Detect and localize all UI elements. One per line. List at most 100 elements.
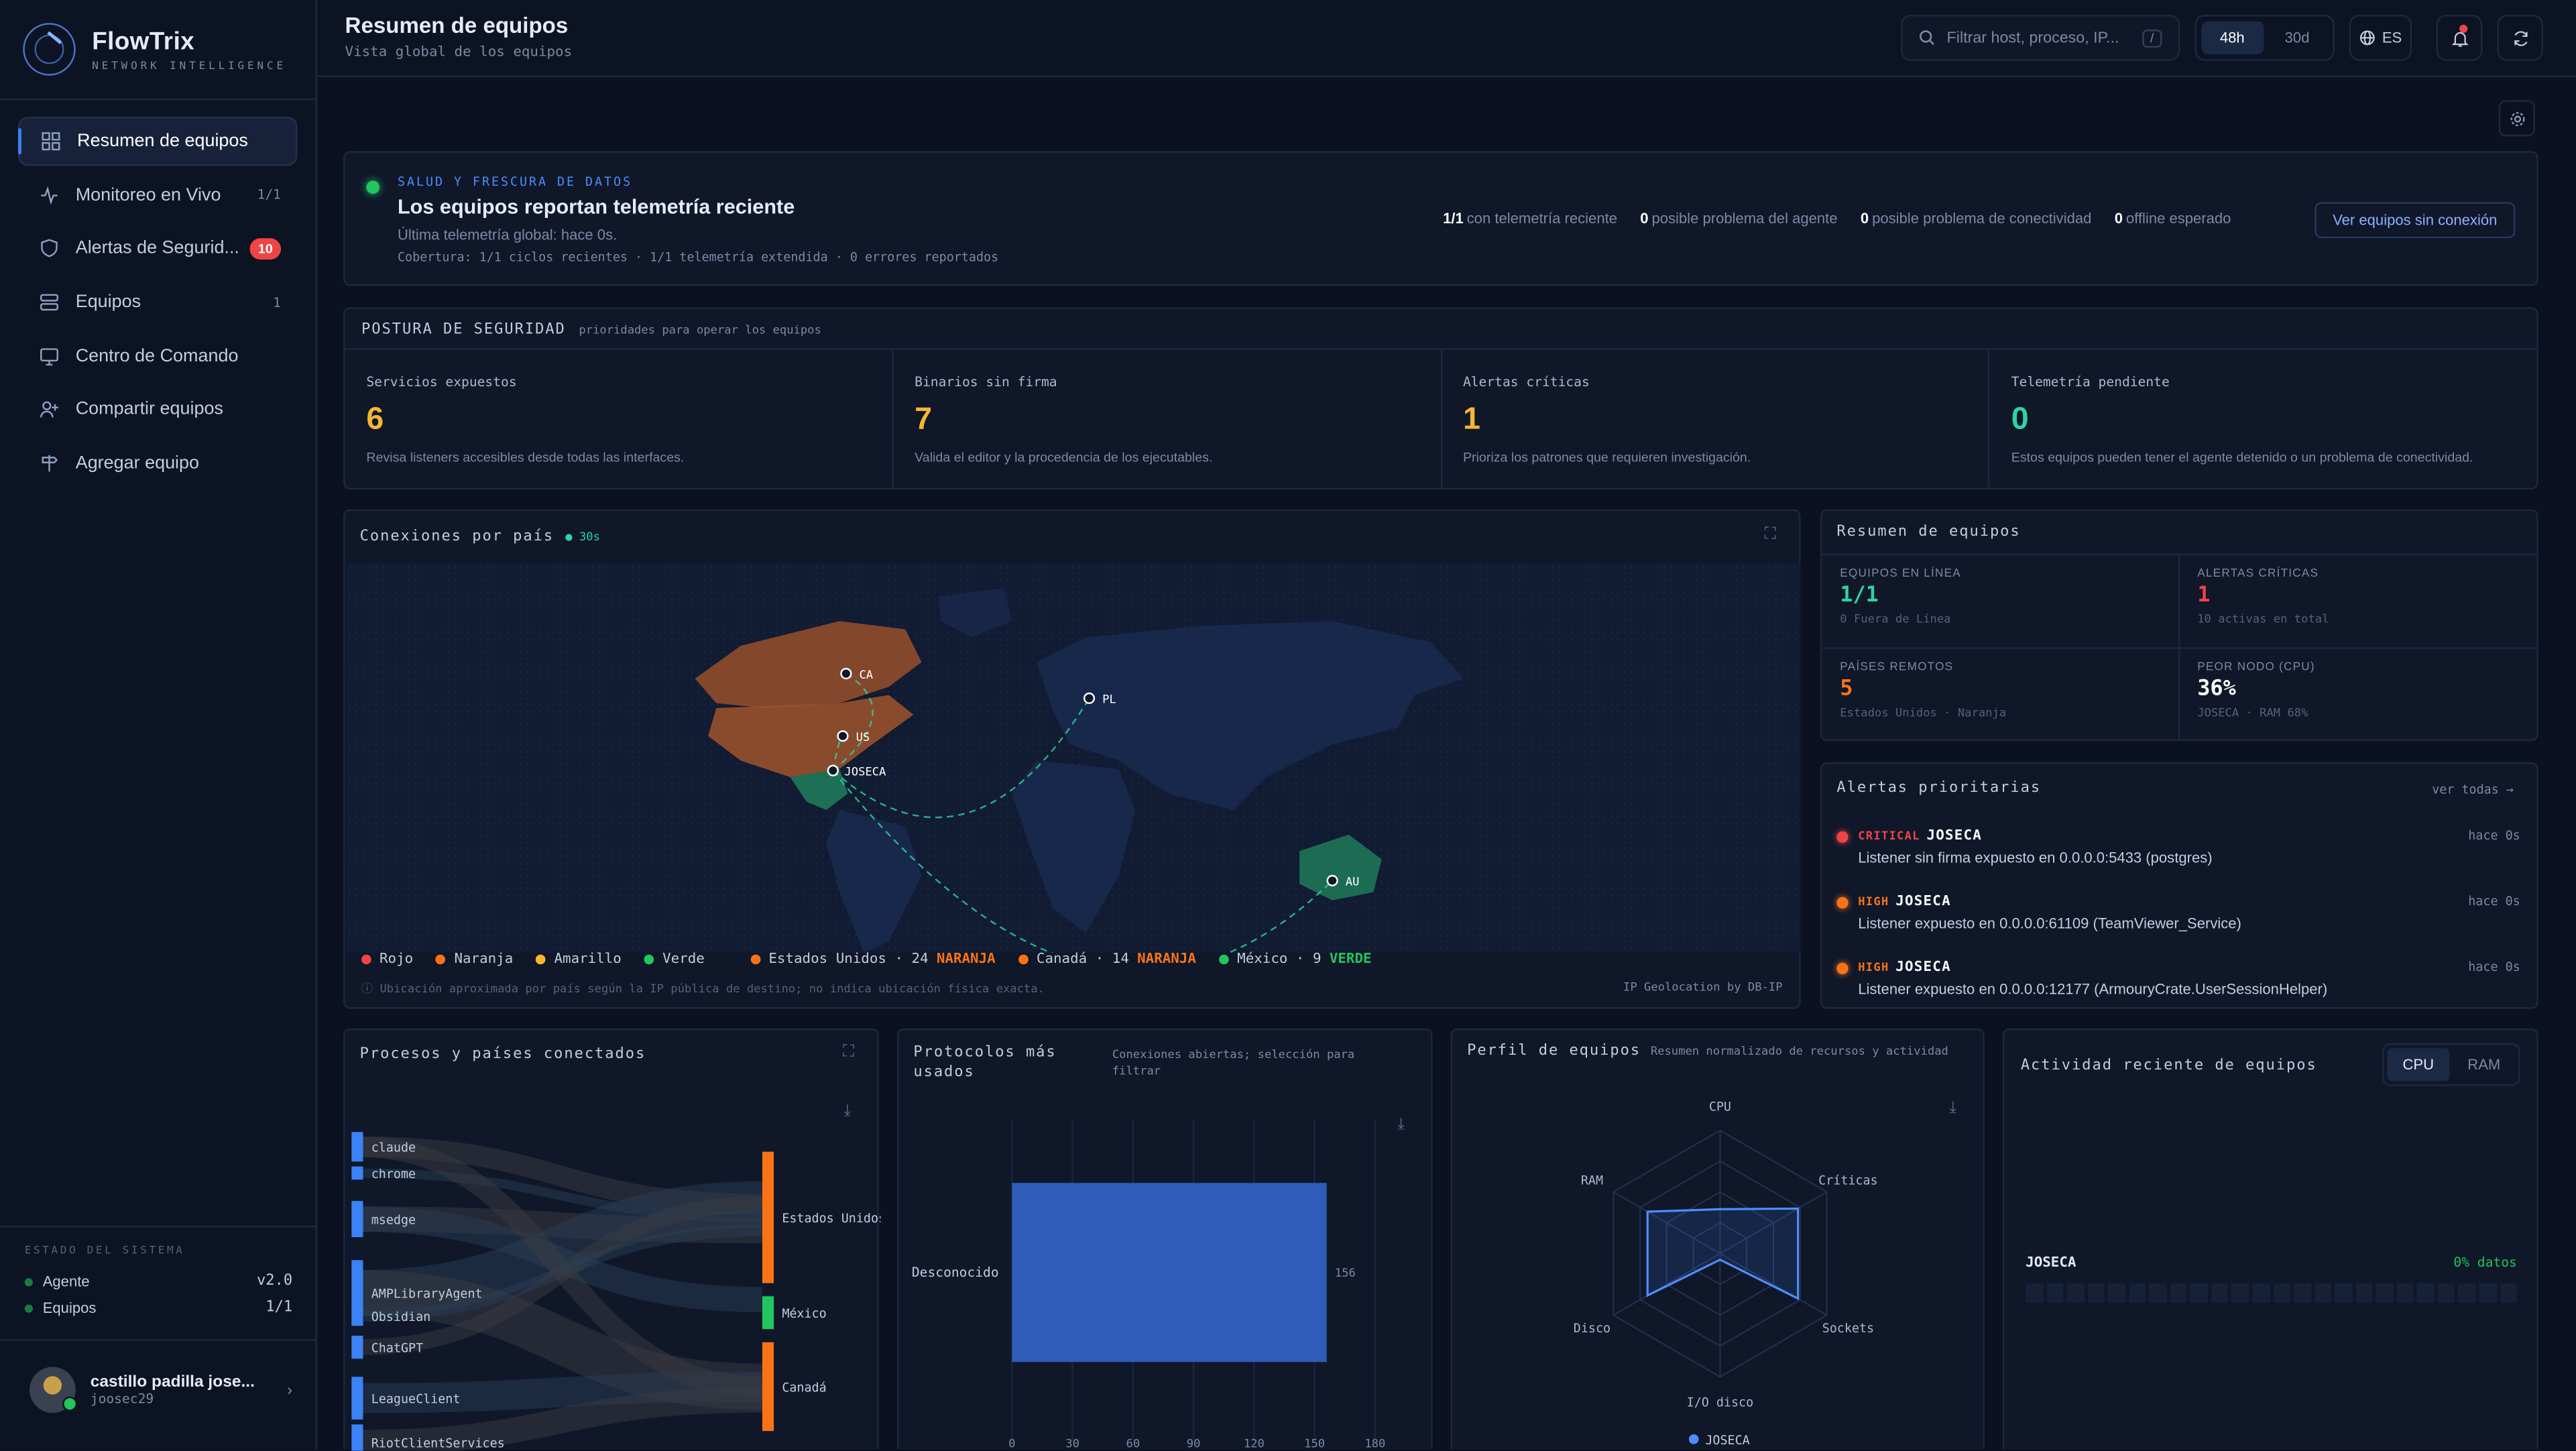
sidebar-item-equipos[interactable]: Equipos 1: [18, 278, 298, 327]
sidebar-item-agregar-equipo[interactable]: Agregar equipo: [18, 439, 298, 489]
radar-spoke: [1719, 1191, 1828, 1255]
world-map[interactable]: CA US JOSECA PL AU: [347, 563, 1801, 953]
system-status: ESTADO DEL SISTEMA Agente v2.0 Equipos 1/1: [24, 1244, 292, 1326]
map-land-south-america: [826, 809, 922, 953]
sankey-chart[interactable]: claude chrome msedge AMPLibraryAgent Obsidia…: [345, 1073, 881, 1451]
protocols-bar-chart[interactable]: 0 30 60 90 120 150 180 Desconocido 156: [898, 1030, 1434, 1451]
activity-data-pct: 0% datos: [2453, 1255, 2517, 1271]
sidebar-nav: Resumen de equipos Monitoreo en Vivo 1/1 Al…: [17, 116, 298, 493]
protocol-bar[interactable]: [1012, 1183, 1327, 1362]
refresh-icon: [2514, 30, 2527, 46]
notifications-button[interactable]: [2436, 15, 2483, 61]
activity-cell: [2479, 1283, 2497, 1303]
sankey-link: [358, 1136, 762, 1397]
legend-item: Amarillo: [536, 951, 622, 968]
health-stat: 0 posible problema de conectividad: [1860, 210, 2092, 227]
sankey-process-node[interactable]: [351, 1308, 363, 1324]
activity-tab-cpu[interactable]: CPU: [2387, 1048, 2450, 1082]
sankey-process-node[interactable]: [351, 1132, 363, 1162]
sankey-process-label: msedge: [371, 1213, 416, 1227]
summary-label: PEOR NODO (CPU): [2197, 661, 2315, 673]
sankey-process-node[interactable]: [351, 1377, 363, 1420]
alert-row[interactable]: CRITICAL JOSECA Listener sin firma expuest…: [1836, 826, 2520, 876]
activity-cell: [2252, 1283, 2270, 1303]
expand-icon[interactable]: ⛶: [842, 1043, 855, 1061]
map-point-joseca[interactable]: JOSECA: [827, 764, 886, 779]
posture-card[interactable]: Binarios sin firma 7 Valida el editor y la…: [893, 349, 1442, 488]
posture-card-value: 6: [366, 402, 384, 437]
sankey-country-node[interactable]: [762, 1151, 774, 1283]
health-stat: 1/1 con telemetría reciente: [1443, 210, 1617, 227]
posture-title: POSTURA DE SEGURIDAD: [361, 322, 566, 339]
search-input[interactable]: Filtrar host, proceso, IP... /: [1900, 15, 2180, 61]
profile-radar-chart[interactable]: CPU Críticas Sockets I/O disco Disco RAM JOSEC…: [1452, 1030, 1986, 1450]
summary-cell: PAÍSES REMOTOS 5 Estados Unidos · Naranja: [1822, 646, 2180, 740]
map-point-us[interactable]: US: [837, 730, 870, 744]
map-point-ca[interactable]: CA: [840, 668, 874, 682]
alert-row[interactable]: HIGH JOSECA Listener expuesto en 0.0.0.0:6…: [1836, 892, 2520, 941]
radar-legend-swatch: [1688, 1434, 1699, 1444]
system-row-devices: Equipos 1/1: [24, 1299, 292, 1316]
summary-sub: 0 Fuera de Línea: [1840, 612, 1951, 626]
user-menu[interactable]: castillo padilla jose... joosec29 ›: [30, 1367, 292, 1413]
sankey-process-label: chrome: [371, 1167, 416, 1181]
brand[interactable]: FlowTrix NETWORK INTELLIGENCE: [23, 23, 286, 76]
sankey-country-node[interactable]: [762, 1296, 774, 1330]
refresh-button[interactable]: [2497, 15, 2544, 61]
posture-card[interactable]: Telemetría pendiente 0 Estos equipos puede…: [1990, 350, 2536, 488]
country-chip[interactable]: México · 9 VERDE: [1219, 951, 1372, 968]
map-land-usa: [708, 695, 914, 777]
alert-time: hace 0s: [2468, 827, 2520, 843]
activity-host: JOSECA: [2026, 1255, 2076, 1272]
legend-swatch: [436, 954, 447, 965]
radar-series-joseca[interactable]: [1646, 1207, 1800, 1301]
radar-axis-label: Sockets: [1822, 1322, 1874, 1336]
chevron-right-icon: ›: [286, 1381, 293, 1399]
download-icon[interactable]: ⤓: [1949, 1099, 1957, 1118]
sankey-link: [358, 1387, 762, 1451]
sankey-country-node[interactable]: [762, 1342, 774, 1432]
sidebar-item-alertas-de-segurid[interactable]: Alertas de Segurid... 10: [18, 224, 298, 274]
radar-axis-label: RAM: [1581, 1174, 1603, 1188]
activity-tab-ram[interactable]: RAM: [2467, 1056, 2501, 1073]
recent-activity-panel: Actividad reciente de equipos CPU RAM JO…: [2002, 1028, 2538, 1450]
map-point-pl[interactable]: PL: [1083, 692, 1116, 707]
devices-summary: Resumen de equipos EQUIPOS EN LÍNEA 1/1 0 …: [1820, 509, 2538, 742]
sidebar-item-compartir-equipos[interactable]: Compartir equipos: [18, 385, 298, 434]
dashboard-settings-button[interactable]: [2498, 100, 2535, 137]
country-chip[interactable]: Canadá · 14 NARANJA: [1018, 951, 1196, 968]
posture-card-label: Binarios sin firma: [915, 374, 1057, 390]
radar-axis-label: I/O disco: [1687, 1395, 1753, 1409]
activity-cell: [2293, 1283, 2311, 1303]
sidebar-item-label: Agregar equipo: [75, 453, 200, 473]
x-tick-label: 180: [1364, 1438, 1385, 1451]
range-30d-button[interactable]: 30d: [2284, 30, 2310, 46]
expand-icon[interactable]: ⛶: [1764, 526, 1776, 544]
summary-cell: PEOR NODO (CPU) 36% JOSECA · RAM 68%: [2179, 646, 2537, 739]
view-offline-devices-button[interactable]: Ver equipos sin conexión: [2315, 202, 2516, 239]
posture-card[interactable]: Servicios expuestos 6 Revisa listeners acc…: [345, 349, 894, 488]
activity-cell: [2190, 1283, 2208, 1303]
sankey-process-node[interactable]: [351, 1201, 363, 1238]
health-title: Los equipos reportan telemetría reciente: [397, 195, 795, 219]
download-icon[interactable]: ⤓: [1397, 1115, 1405, 1134]
sankey-process-node[interactable]: [351, 1166, 363, 1180]
posture-card[interactable]: Alertas críticas 1 Prioriza los patrones q…: [1442, 349, 1990, 488]
language-button[interactable]: ES: [2349, 15, 2412, 61]
activity-cell: [2500, 1283, 2518, 1303]
view-all-alerts-link[interactable]: ver todas →: [2432, 782, 2514, 797]
user-plus-icon: [38, 398, 60, 421]
sankey-process-node[interactable]: [351, 1336, 363, 1359]
range-48h-button[interactable]: 48h: [2201, 21, 2264, 54]
download-icon[interactable]: ⤓: [843, 1102, 852, 1121]
sidebar-item-centro-de-comando[interactable]: Centro de Comando: [18, 331, 298, 381]
country-chip[interactable]: Estados Unidos · 24 NARANJA: [750, 951, 996, 968]
sidebar-item-resumen-de-equipos[interactable]: Resumen de equipos: [17, 116, 298, 166]
alert-row[interactable]: HIGH JOSECA Listener expuesto en 0.0.0.0:1…: [1836, 958, 2520, 1008]
posture-cards: Servicios expuestos 6 Revisa listeners acc…: [345, 348, 2537, 488]
sankey-process-node[interactable]: [351, 1424, 363, 1451]
map-point-au[interactable]: AU: [1326, 874, 1360, 889]
sidebar-item-monitoreo-en-vivo[interactable]: Monitoreo en Vivo 1/1: [18, 170, 298, 220]
activity-cell: [2417, 1283, 2435, 1303]
health-stats: 1/1 con telemetría reciente 0 posible prob…: [1443, 211, 2231, 227]
